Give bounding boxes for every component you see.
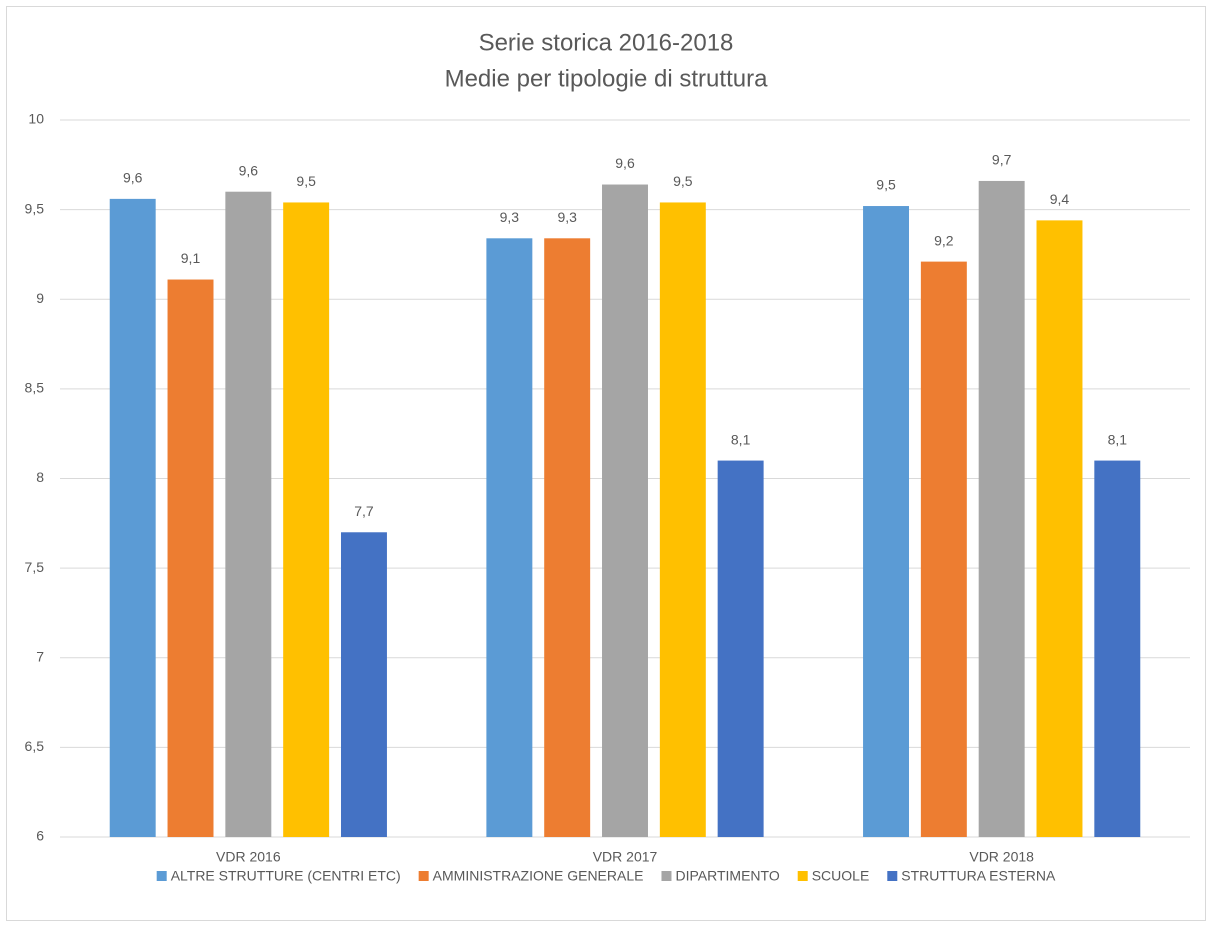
legend-swatch xyxy=(418,871,429,881)
y-tick-label: 9 xyxy=(36,290,44,306)
bar xyxy=(225,191,272,837)
y-tick-label: 8,5 xyxy=(25,380,45,396)
y-tick-label: 7,5 xyxy=(25,559,45,575)
bar xyxy=(283,202,330,837)
y-tick-label: 6 xyxy=(36,828,44,844)
data-label: 8,1 xyxy=(1108,431,1128,447)
bar xyxy=(340,532,387,837)
y-tick-label: 8 xyxy=(36,469,44,485)
data-label: 7,7 xyxy=(354,503,374,519)
legend-label: SCUOLE xyxy=(812,868,870,884)
data-label: 9,6 xyxy=(239,162,259,178)
bar xyxy=(717,460,764,837)
y-tick-label: 9,5 xyxy=(25,200,45,216)
data-label: 9,5 xyxy=(296,173,316,189)
legend-swatch xyxy=(661,871,672,881)
data-label: 9,4 xyxy=(1050,191,1070,207)
y-tick-label: 6,5 xyxy=(25,738,45,754)
bar xyxy=(1094,460,1141,837)
data-label: 9,3 xyxy=(557,209,577,225)
chart-title: Serie storica 2016-2018 xyxy=(479,29,734,56)
legend-swatch xyxy=(887,871,898,881)
data-label: 9,2 xyxy=(934,232,954,248)
data-label: 9,1 xyxy=(181,250,201,266)
data-label: 9,5 xyxy=(673,173,693,189)
y-tick-label: 7 xyxy=(36,648,44,664)
data-label: 9,6 xyxy=(615,155,635,171)
x-tick-label: VDR 2017 xyxy=(593,849,658,865)
data-label: 9,3 xyxy=(500,209,520,225)
bar xyxy=(863,206,910,838)
legend-label: STRUTTURA ESTERNA xyxy=(901,868,1056,884)
bar xyxy=(920,261,967,837)
legend-swatch xyxy=(797,871,808,881)
legend-label: AMMINISTRAZIONE GENERALE xyxy=(433,868,644,884)
legend-swatch xyxy=(156,871,167,881)
legend-label: ALTRE STRUTTURE (CENTRI ETC) xyxy=(171,868,401,884)
legend-label: DIPARTIMENTO xyxy=(675,868,779,884)
bar xyxy=(167,279,214,838)
bar xyxy=(1036,220,1083,837)
bar xyxy=(486,238,533,837)
x-tick-label: VDR 2016 xyxy=(216,849,281,865)
bar xyxy=(602,184,648,837)
y-tick-label: 10 xyxy=(28,111,44,127)
bar xyxy=(659,202,706,837)
chart-subtitle: Medie per tipologie di struttura xyxy=(445,65,768,92)
bar xyxy=(544,238,591,837)
data-label: 8,1 xyxy=(731,431,751,447)
data-label: 9,6 xyxy=(123,170,143,186)
x-tick-label: VDR 2018 xyxy=(969,849,1034,865)
bar xyxy=(978,180,1025,837)
data-label: 9,5 xyxy=(876,177,896,193)
data-label: 9,7 xyxy=(992,152,1012,168)
bar xyxy=(109,198,156,837)
